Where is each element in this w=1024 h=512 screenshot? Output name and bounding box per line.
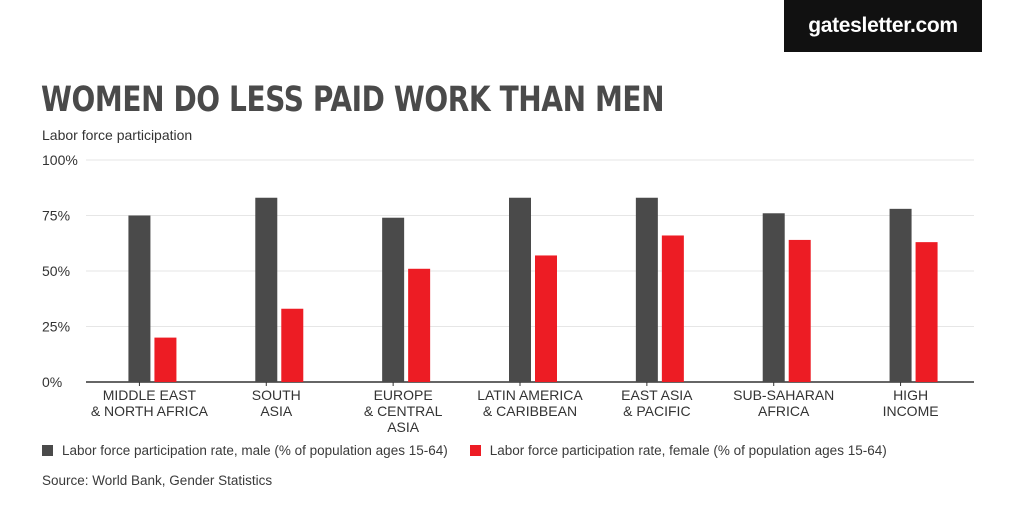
- bar-male: [509, 197, 531, 382]
- bar-female: [408, 268, 431, 382]
- legend: Labor force participation rate, male (% …: [42, 443, 909, 458]
- bar-female: [154, 337, 177, 382]
- x-tick-label: HIGH INCOME: [883, 387, 939, 419]
- brand-logo: gatesletter.com: [784, 0, 982, 52]
- bar-male: [128, 215, 151, 382]
- legend-label-male: Labor force participation rate, male (% …: [62, 443, 448, 458]
- bar-female: [661, 235, 684, 382]
- source-note: Source: World Bank, Gender Statistics: [42, 473, 273, 488]
- x-tick-label: EAST ASIA & PACIFIC: [621, 387, 693, 419]
- bar-male: [255, 197, 278, 382]
- y-tick-label: 50%: [42, 263, 70, 279]
- chart-subtitle: Labor force participation: [42, 127, 193, 143]
- legend-label-female: Labor force participation rate, female (…: [489, 443, 887, 458]
- bar-female: [788, 239, 811, 382]
- legend-item-female: Labor force participation rate, female (…: [469, 443, 887, 458]
- x-tick-label: EUROPE & CENTRAL ASIA: [364, 387, 443, 435]
- bar-male: [635, 197, 658, 382]
- bar-female: [535, 255, 557, 382]
- bar-female: [281, 308, 304, 382]
- y-tick-label: 100%: [42, 152, 78, 168]
- x-tick-label: LATIN AMERICA & CARIBBEAN: [477, 387, 583, 419]
- y-tick-label: 25%: [42, 319, 70, 335]
- x-tick-label: MIDDLE EAST & NORTH AFRICA: [91, 387, 209, 419]
- legend-swatch-male: [42, 445, 53, 456]
- chart-title: WOMEN DO LESS PAID WORK THAN MEN: [41, 80, 665, 120]
- legend-item-male: Labor force participation rate, male (% …: [42, 443, 448, 458]
- bar-male: [382, 217, 405, 382]
- bar-female: [915, 242, 938, 382]
- bar-male: [762, 213, 785, 382]
- bar-male: [889, 208, 912, 382]
- y-tick-label: 0%: [42, 374, 62, 390]
- x-tick-label: SOUTH ASIA: [252, 387, 301, 419]
- y-tick-label: 75%: [42, 208, 70, 224]
- legend-swatch-female: [469, 445, 481, 456]
- x-tick-label: SUB-SAHARAN AFRICA: [733, 387, 834, 419]
